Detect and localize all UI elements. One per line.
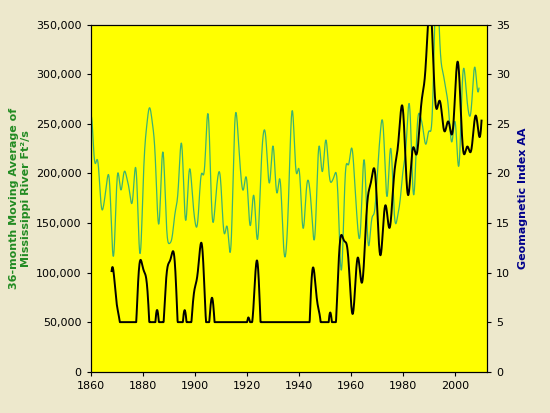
- Y-axis label: 36-month Moving Average of
Mississippi River Ft²/s: 36-month Moving Average of Mississippi R…: [9, 108, 31, 289]
- Y-axis label: Geomagnetic Index AA: Geomagnetic Index AA: [518, 128, 528, 269]
